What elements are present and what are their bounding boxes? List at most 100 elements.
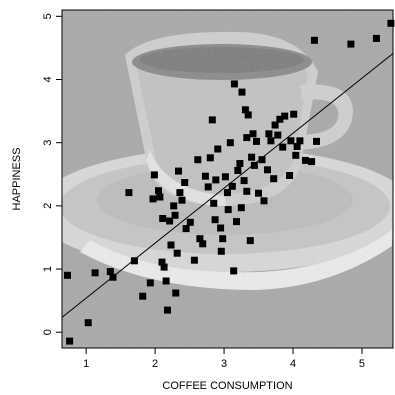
data-point — [156, 193, 164, 201]
data-point — [201, 172, 209, 180]
data-point — [347, 40, 355, 48]
data-point — [226, 139, 234, 147]
data-point — [212, 176, 220, 184]
data-point — [219, 235, 227, 243]
data-point — [217, 247, 225, 255]
data-point — [182, 225, 190, 233]
data-point — [281, 112, 289, 120]
data-point — [243, 134, 251, 142]
data-point — [159, 215, 167, 222]
data-point — [106, 268, 114, 276]
y-tick-label: 2 — [42, 203, 54, 209]
y-tick-label: 4 — [42, 76, 54, 82]
data-point — [286, 172, 294, 179]
data-point — [171, 211, 179, 219]
data-point — [234, 167, 242, 174]
data-point — [276, 115, 284, 123]
data-point — [267, 137, 275, 145]
data-point — [238, 88, 246, 96]
data-point — [146, 279, 154, 287]
data-point — [66, 337, 74, 345]
data-point — [292, 151, 300, 159]
data-point — [204, 183, 212, 191]
data-point — [130, 257, 138, 265]
y-axis-label: HAPPINESS — [11, 148, 23, 211]
data-point — [250, 161, 258, 169]
data-point — [244, 111, 252, 119]
data-point — [249, 130, 257, 138]
data-point — [290, 110, 298, 118]
data-point — [206, 154, 214, 162]
x-tick-label: 3 — [221, 358, 227, 370]
data-point — [125, 189, 133, 197]
x-tick-label: 1 — [83, 358, 89, 370]
data-point — [199, 240, 207, 248]
data-point — [248, 153, 256, 161]
data-point — [208, 116, 216, 124]
data-point — [260, 197, 268, 205]
data-point — [196, 235, 204, 243]
data-point — [241, 106, 249, 114]
data-point — [217, 224, 225, 232]
data-point — [243, 187, 251, 195]
data-point — [170, 202, 178, 210]
data-point — [158, 258, 166, 266]
data-point — [372, 34, 380, 42]
data-point — [228, 182, 236, 190]
plot-frame — [61, 9, 394, 349]
data-point — [84, 319, 92, 327]
data-point — [214, 145, 222, 153]
y-tick-label: 3 — [42, 140, 54, 146]
data-point — [246, 237, 254, 245]
data-point — [139, 292, 147, 300]
data-point — [162, 277, 170, 285]
data-point — [178, 196, 186, 204]
data-point — [287, 137, 295, 145]
regression-line — [62, 53, 393, 318]
data-point — [279, 143, 287, 151]
data-point — [255, 189, 262, 197]
y-tick-label: 1 — [42, 266, 54, 272]
data-point — [172, 289, 180, 297]
data-point — [190, 256, 198, 264]
data-point — [237, 204, 245, 212]
data-point — [160, 263, 168, 271]
y-tick-label: 0 — [42, 329, 54, 335]
data-point — [164, 306, 171, 314]
data-point — [186, 218, 194, 226]
data-point — [296, 137, 304, 145]
data-point — [194, 156, 202, 164]
data-point — [210, 199, 218, 207]
data-point — [155, 187, 162, 195]
data-point — [313, 137, 320, 145]
data-point — [310, 36, 318, 44]
data-point — [308, 158, 316, 166]
data-point — [224, 206, 232, 214]
data-point — [224, 189, 231, 197]
y-axis: 0 1 2 3 4 5 — [42, 13, 62, 335]
data-point — [149, 195, 157, 203]
data-point — [264, 166, 271, 174]
data-point — [221, 173, 229, 181]
data-point — [271, 121, 279, 129]
data-point — [236, 160, 244, 167]
data-point — [293, 143, 301, 150]
data-point — [173, 249, 181, 257]
data-point — [265, 130, 273, 138]
data-point — [230, 267, 238, 275]
data-point — [387, 19, 395, 27]
data-point — [166, 217, 174, 225]
y-tick-label: 5 — [42, 13, 54, 19]
data-point — [270, 175, 278, 183]
x-tick-label: 5 — [359, 358, 365, 370]
data-point — [301, 156, 309, 164]
data-point — [258, 156, 266, 164]
data-point — [176, 189, 184, 197]
x-axis: 1 2 3 4 5 — [83, 348, 365, 370]
data-point — [233, 218, 240, 226]
x-tick-label: 4 — [290, 358, 296, 370]
data-point — [64, 271, 71, 279]
data-point — [211, 216, 219, 224]
data-point — [181, 179, 189, 186]
data-point — [274, 131, 282, 139]
